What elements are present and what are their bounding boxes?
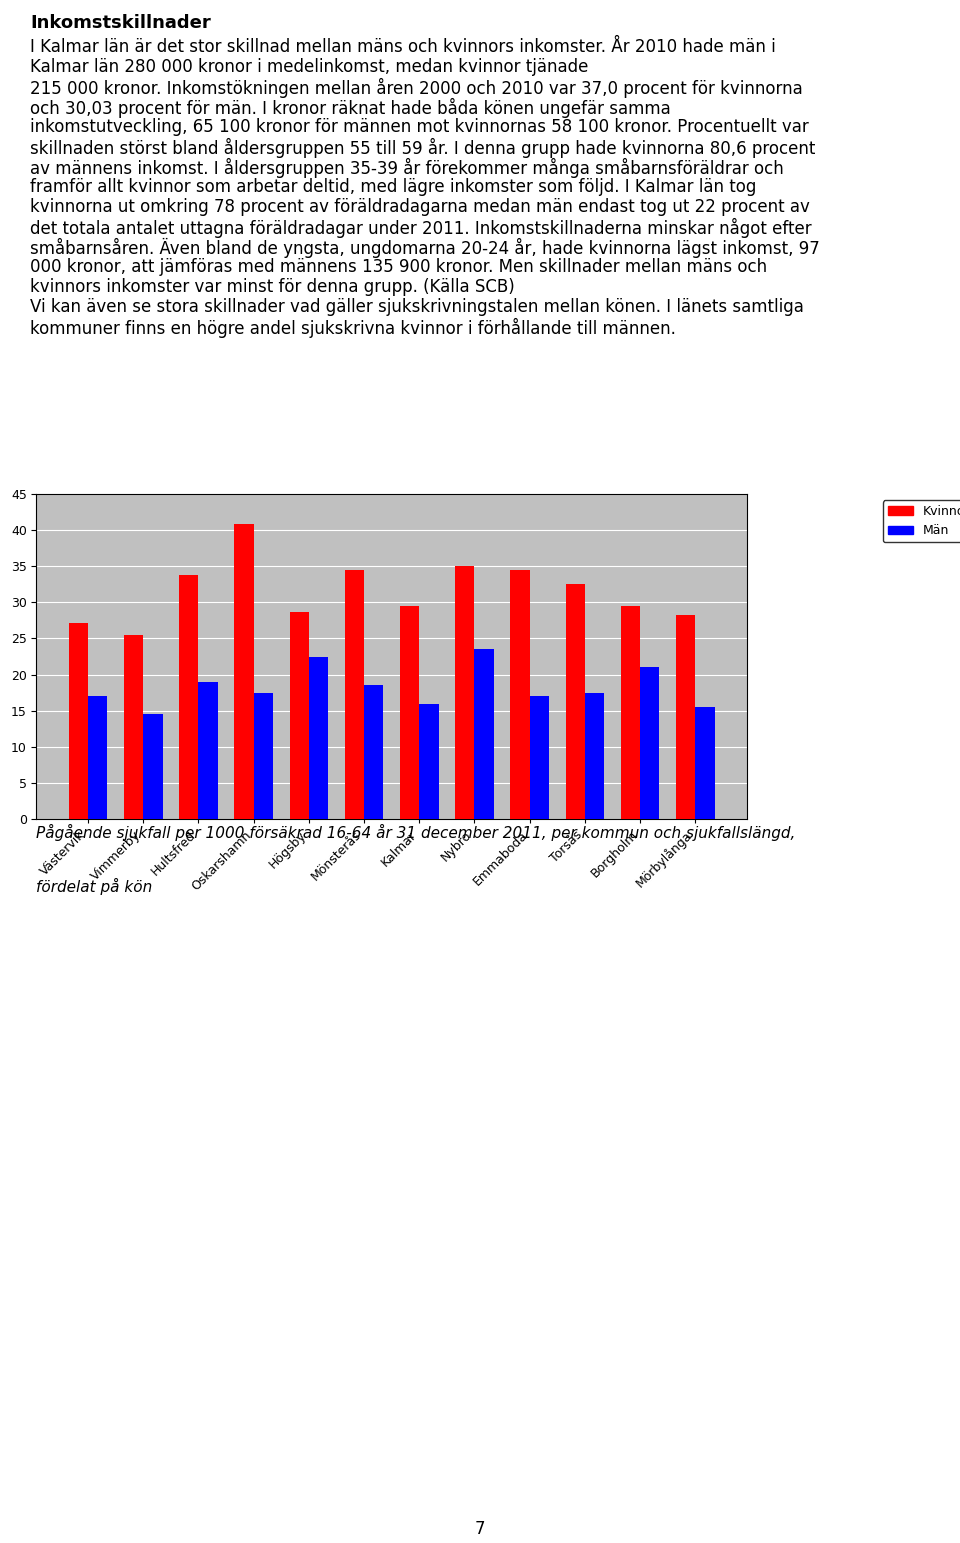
Bar (364, 685, 383, 819)
Bar (474, 650, 493, 819)
Bar (69, 622, 88, 819)
Bar (124, 634, 143, 819)
Text: och 30,03 procent för män. I kronor räknat hade båda könen ungefär samma: och 30,03 procent för män. I kronor räkn… (30, 99, 671, 119)
Text: I Kalmar län är det stor skillnad mellan mäns och kvinnors inkomster. År 2010 ha: I Kalmar län är det stor skillnad mellan… (30, 39, 776, 56)
Bar (585, 693, 604, 819)
Text: inkomstutveckling, 65 100 kronor för männen mot kvinnornas 58 100 kronor. Procen: inkomstutveckling, 65 100 kronor för män… (30, 117, 808, 136)
Bar (621, 606, 640, 819)
Bar (88, 696, 108, 819)
Text: fördelat på kön: fördelat på kön (36, 878, 153, 895)
Text: Pågående sjukfall per 1000 försäkrad 16-64 år 31 december 2011, per kommun och s: Pågående sjukfall per 1000 försäkrad 16-… (36, 824, 796, 841)
Text: det totala antalet uttagna föräldradagar under 2011. Inkomstskillnaderna minskar: det totala antalet uttagna föräldradagar… (30, 218, 811, 238)
Bar (455, 566, 474, 819)
Text: skillnaden störst bland åldersgruppen 55 till 59 år. I denna grupp hade kvinnorn: skillnaden störst bland åldersgruppen 55… (30, 137, 815, 157)
Legend: Kvinnor, Män: Kvinnor, Män (882, 500, 960, 542)
Bar (290, 613, 309, 819)
Bar (695, 707, 714, 819)
Bar (511, 569, 530, 819)
Text: kvinnorna ut omkring 78 procent av föräldradagarna medan män endast tog ut 22 pr: kvinnorna ut omkring 78 procent av föräl… (30, 198, 810, 216)
Bar (143, 714, 162, 819)
Bar (420, 704, 439, 819)
Bar (234, 525, 253, 819)
Text: 000 kronor, att jämföras med männens 135 900 kronor. Men skillnader mellan mäns : 000 kronor, att jämföras med männens 135… (30, 258, 767, 276)
Text: 7: 7 (475, 1520, 485, 1538)
Bar (180, 576, 199, 819)
Bar (676, 616, 695, 819)
Bar (199, 682, 218, 819)
Bar (345, 571, 364, 819)
Text: 215 000 kronor. Inkomstökningen mellan åren 2000 och 2010 var 37,0 procent för k: 215 000 kronor. Inkomstökningen mellan å… (30, 79, 803, 99)
Bar (309, 657, 328, 819)
Text: kommuner finns en högre andel sjukskrivna kvinnor i förhållande till männen.: kommuner finns en högre andel sjukskrivn… (30, 318, 676, 338)
Bar (565, 585, 585, 819)
Text: av männens inkomst. I åldersgruppen 35-39 år förekommer många småbarnsföräldrar : av männens inkomst. I åldersgruppen 35-3… (30, 157, 783, 177)
Text: kvinnors inkomster var minst för denna grupp. (Källa SCB): kvinnors inkomster var minst för denna g… (30, 278, 515, 296)
Bar (253, 693, 273, 819)
Bar (640, 668, 660, 819)
Text: Kalmar län 280 000 kronor i medelinkomst, medan kvinnor tjänade: Kalmar län 280 000 kronor i medelinkomst… (30, 59, 588, 76)
Text: Vi kan även se stora skillnader vad gäller sjukskrivningstalen mellan könen. I l: Vi kan även se stora skillnader vad gäll… (30, 298, 804, 316)
Text: framför allt kvinnor som arbetar deltid, med lägre inkomster som följd. I Kalmar: framför allt kvinnor som arbetar deltid,… (30, 177, 756, 196)
Bar (530, 696, 549, 819)
Text: småbarnsåren. Även bland de yngsta, ungdomarna 20-24 år, hade kvinnorna lägst in: småbarnsåren. Även bland de yngsta, ungd… (30, 238, 820, 258)
Text: Inkomstskillnader: Inkomstskillnader (30, 14, 211, 32)
Bar (400, 606, 420, 819)
